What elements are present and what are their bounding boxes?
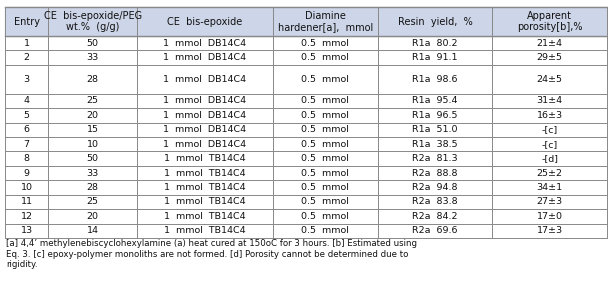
Text: R2a  83.8: R2a 83.8 [412,198,458,206]
Text: -[c]: -[c] [542,140,558,149]
Text: 29±5: 29±5 [537,53,562,62]
Text: 0.5  mmol: 0.5 mmol [302,140,350,149]
Text: 24±5: 24±5 [537,75,562,84]
Text: 28: 28 [87,75,98,84]
Text: 20: 20 [87,212,98,221]
Text: 0.5  mmol: 0.5 mmol [302,96,350,105]
Text: 25: 25 [87,198,98,206]
Text: 1  mmol  DB14C4: 1 mmol DB14C4 [164,96,247,105]
Text: 17±0: 17±0 [537,212,562,221]
Text: 1  mmol  TB14C4: 1 mmol TB14C4 [164,154,246,163]
Text: CE  bis-epoxide: CE bis-epoxide [167,17,243,27]
Text: 27±3: 27±3 [536,198,562,206]
Text: 0.5  mmol: 0.5 mmol [302,198,350,206]
Text: 1  mmol  TB14C4: 1 mmol TB14C4 [164,168,246,178]
Text: 3: 3 [24,75,30,84]
Text: 7: 7 [24,140,30,149]
Text: 5: 5 [24,111,30,120]
Text: 9: 9 [24,168,30,178]
Text: 6: 6 [24,125,30,134]
Text: 4: 4 [24,96,30,105]
Text: 11: 11 [21,198,33,206]
Text: 1  mmol  TB14C4: 1 mmol TB14C4 [164,212,246,221]
Text: 28: 28 [87,183,98,192]
Text: Entry: Entry [13,17,40,27]
Text: 1  mmol  DB14C4: 1 mmol DB14C4 [164,111,247,120]
Text: R1a  95.4: R1a 95.4 [412,96,458,105]
Text: 1  mmol  TB14C4: 1 mmol TB14C4 [164,198,246,206]
Text: R2a  84.2: R2a 84.2 [412,212,458,221]
Text: 0.5  mmol: 0.5 mmol [302,39,350,48]
Text: 0.5  mmol: 0.5 mmol [302,183,350,192]
Text: Apparent
porosity[b],%: Apparent porosity[b],% [517,11,582,32]
Text: 25±2: 25±2 [537,168,562,178]
Text: R1a  38.5: R1a 38.5 [412,140,458,149]
Text: 0.5  mmol: 0.5 mmol [302,168,350,178]
Text: 1  mmol  DB14C4: 1 mmol DB14C4 [164,140,247,149]
Text: 13: 13 [21,226,33,235]
Text: 2: 2 [24,53,30,62]
Text: 0.5  mmol: 0.5 mmol [302,75,350,84]
Text: 20: 20 [87,111,98,120]
Text: 10: 10 [87,140,98,149]
Text: 33: 33 [86,168,99,178]
Text: 34±1: 34±1 [536,183,562,192]
Text: R1a  80.2: R1a 80.2 [412,39,458,48]
Text: R1a  91.1: R1a 91.1 [412,53,458,62]
Text: CE  bis-epoxide/PEG
wt.%  (g/g): CE bis-epoxide/PEG wt.% (g/g) [44,11,142,32]
Text: 8: 8 [24,154,30,163]
Text: 0.5  mmol: 0.5 mmol [302,125,350,134]
Text: R1a  51.0: R1a 51.0 [412,125,458,134]
Text: R2a  81.3: R2a 81.3 [412,154,458,163]
Text: 0.5  mmol: 0.5 mmol [302,111,350,120]
Text: 31±4: 31±4 [536,96,562,105]
Text: R2a  69.6: R2a 69.6 [412,226,458,235]
Text: 1  mmol  TB14C4: 1 mmol TB14C4 [164,183,246,192]
Text: 10: 10 [21,183,33,192]
Text: 0.5  mmol: 0.5 mmol [302,212,350,221]
Text: 1  mmol  DB14C4: 1 mmol DB14C4 [164,53,247,62]
Text: R1a  98.6: R1a 98.6 [412,75,458,84]
Text: -[d]: -[d] [541,154,558,163]
Text: 1  mmol  DB14C4: 1 mmol DB14C4 [164,75,247,84]
Text: 14: 14 [87,226,98,235]
Text: 33: 33 [86,53,99,62]
Text: 15: 15 [87,125,98,134]
Text: 50: 50 [87,154,98,163]
Text: 1  mmol  DB14C4: 1 mmol DB14C4 [164,125,247,134]
Text: R2a  88.8: R2a 88.8 [412,168,458,178]
Text: R1a  96.5: R1a 96.5 [412,111,458,120]
Bar [5,7,607,36]
Text: Resin  yield,  %: Resin yield, % [398,17,472,27]
Text: -[c]: -[c] [542,125,558,134]
Text: 16±3: 16±3 [536,111,562,120]
Text: Diamine
hardener[a],  mmol: Diamine hardener[a], mmol [278,11,373,32]
Text: R2a  94.8: R2a 94.8 [412,183,458,192]
Text: 21±4: 21±4 [537,39,562,48]
Text: 12: 12 [21,212,33,221]
Text: 0.5  mmol: 0.5 mmol [302,53,350,62]
Text: 17±3: 17±3 [536,226,562,235]
Text: 1  mmol  DB14C4: 1 mmol DB14C4 [164,39,247,48]
Text: 0.5  mmol: 0.5 mmol [302,154,350,163]
Text: 0.5  mmol: 0.5 mmol [302,226,350,235]
Text: 1: 1 [24,39,30,48]
Text: 1  mmol  TB14C4: 1 mmol TB14C4 [164,226,246,235]
Text: 25: 25 [87,96,98,105]
Text: 50: 50 [87,39,98,48]
Text: [a] 4,4’ methylenebiscyclohexylamine (a) heat cured at 150oC for 3 hours. [b] Es: [a] 4,4’ methylenebiscyclohexylamine (a)… [6,239,417,269]
